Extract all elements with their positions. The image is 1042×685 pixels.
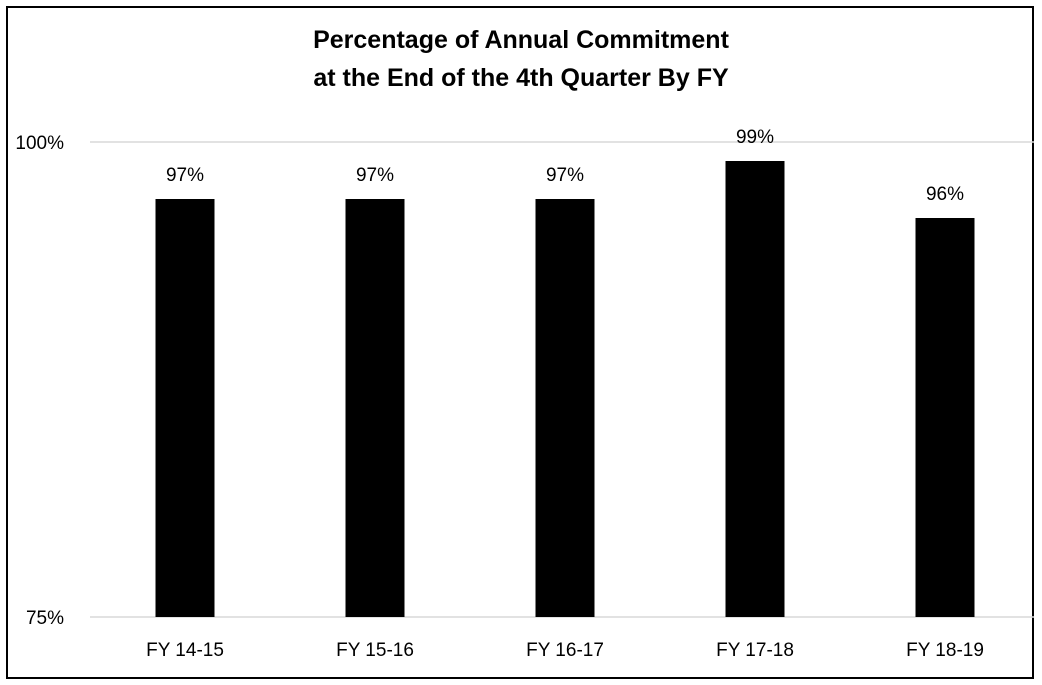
data-label: 96%: [926, 184, 964, 205]
x-axis-ticks: FY 14-15 FY 15-16 FY 16-17 FY 17-18 FY 18-19: [146, 640, 984, 661]
y-tick-label: 75%: [26, 608, 64, 629]
chart-title-line-2: at the End of the 4th Quarter By FY: [313, 64, 729, 92]
bar-fy-14-15: [155, 199, 215, 617]
data-label: 97%: [166, 165, 204, 186]
bars: [155, 161, 975, 617]
data-label: 97%: [546, 165, 584, 186]
data-labels: 97% 97% 97% 99% 96%: [166, 127, 964, 205]
chart-title-line-1: Percentage of Annual Commitment: [313, 26, 729, 54]
y-axis-ticks: 100% 75%: [15, 133, 64, 629]
x-tick-label: FY 17-18: [716, 640, 794, 661]
x-tick-label: FY 14-15: [146, 640, 224, 661]
bar-fy-16-17: [535, 199, 595, 617]
x-tick-label: FY 18-19: [906, 640, 984, 661]
data-label: 99%: [736, 127, 774, 148]
bar-fy-18-19: [915, 218, 975, 617]
x-tick-label: FY 16-17: [526, 640, 604, 661]
bar-fy-15-16: [345, 199, 405, 617]
bar-fy-17-18: [725, 161, 785, 617]
x-tick-label: FY 15-16: [336, 640, 414, 661]
data-label: 97%: [356, 165, 394, 186]
y-tick-label: 100%: [15, 133, 64, 154]
